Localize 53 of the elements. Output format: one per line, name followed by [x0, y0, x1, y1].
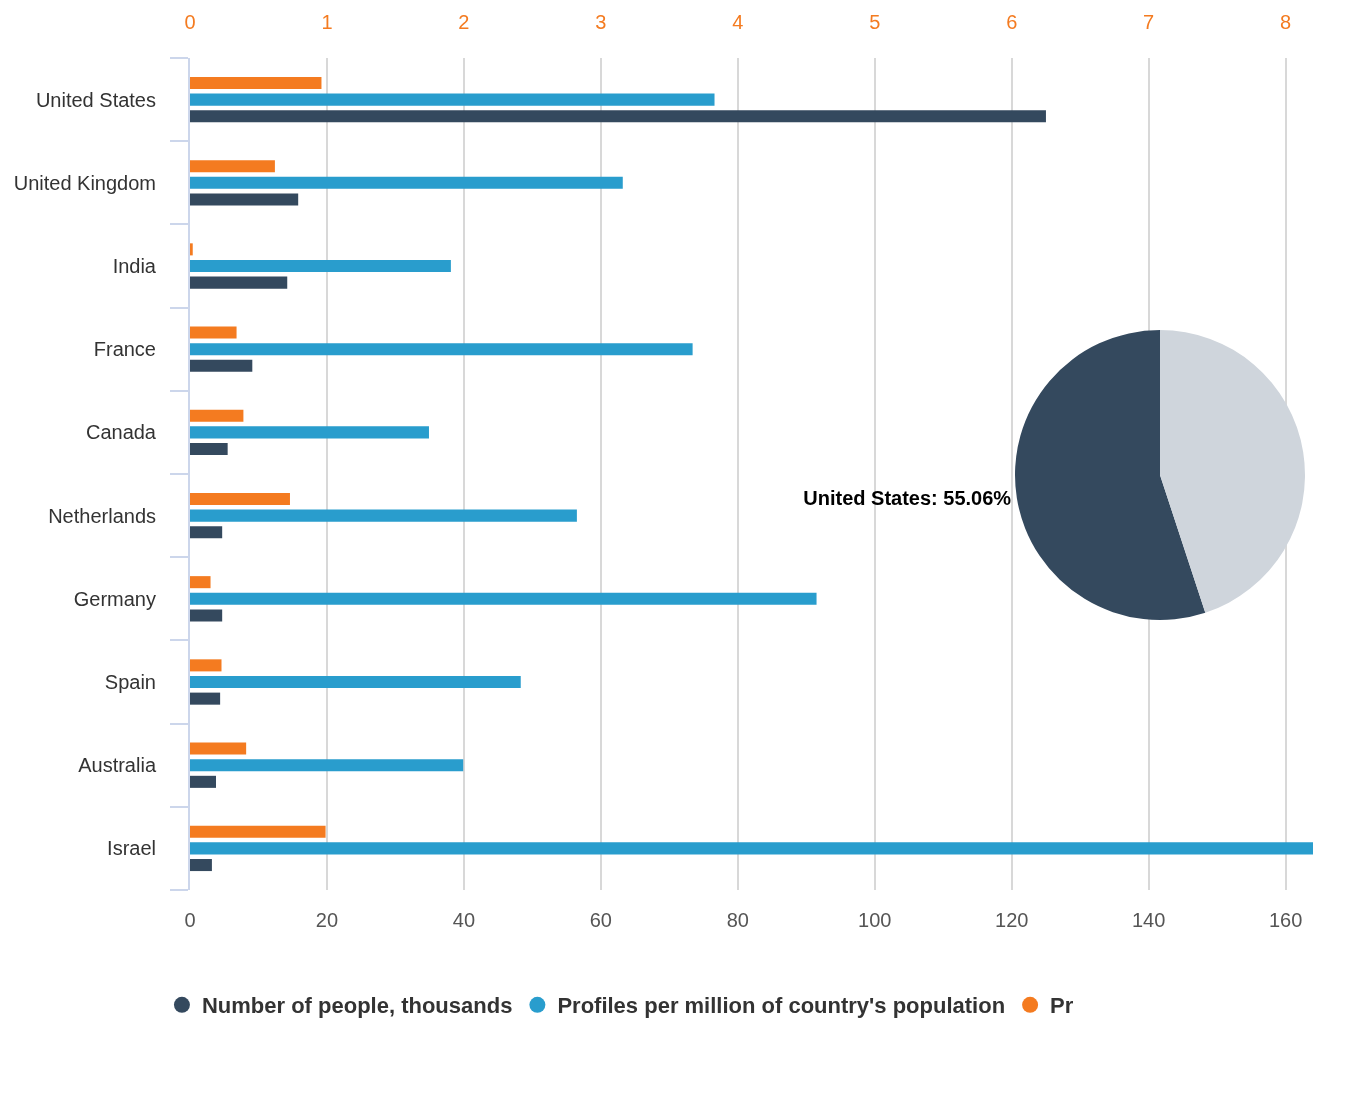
- x-tick-label: 60: [589, 909, 612, 931]
- x-tick-label: 140: [1131, 909, 1166, 931]
- bar: [190, 426, 429, 439]
- x-tick-label: 120: [995, 909, 1029, 931]
- x2-tick-label: 5: [869, 11, 881, 33]
- x2-tick-label: 0: [184, 11, 196, 33]
- x-tick-label: 100: [858, 909, 892, 931]
- pie-slice: [1015, 330, 1206, 620]
- bar: [190, 609, 223, 622]
- legend-label: Profiles per million of country's population: [557, 993, 1006, 1019]
- bar: [190, 93, 715, 106]
- y-tick-label: Germany: [73, 587, 156, 610]
- bar: [190, 692, 221, 705]
- y-tick-label: Israel: [107, 837, 156, 860]
- y-tick-label: Spain: [104, 671, 156, 693]
- y-tick-label: Australia: [78, 754, 157, 777]
- bar: [190, 343, 693, 356]
- x-tick-label: 40: [452, 909, 476, 931]
- bar: [190, 259, 451, 273]
- bar: [190, 359, 253, 372]
- x-tick-label: 0: [184, 909, 196, 931]
- legend-label: Number of people, thousands: [201, 993, 513, 1019]
- slice-label: United States: 55.06%: [803, 487, 1012, 510]
- y-tick-label: United States: [35, 88, 156, 111]
- bar: [190, 443, 228, 456]
- bar: [190, 276, 288, 289]
- x2-tick-label: 8: [1280, 11, 1292, 33]
- x2-tick-label: 3: [595, 11, 607, 33]
- x2-tick-label: 7: [1143, 11, 1155, 33]
- bar: [190, 592, 817, 605]
- bar: [190, 176, 623, 189]
- y-tick-label: France: [93, 338, 156, 361]
- bar: [190, 509, 577, 522]
- x-tick-label: 20: [315, 909, 339, 931]
- x-tick-label: 80: [726, 909, 749, 931]
- y-tick-label: Canada: [85, 421, 157, 444]
- x2-tick-label: 4: [732, 11, 744, 33]
- bar: [190, 859, 212, 872]
- bar: [190, 193, 299, 206]
- bar: [190, 110, 1046, 123]
- y-tick-label: United Kingdom: [13, 171, 156, 194]
- legend-label: Pr: [1050, 993, 1074, 1019]
- x2-tick-label: 6: [1006, 11, 1018, 33]
- y-tick-label: India: [112, 255, 157, 277]
- bar: [190, 675, 521, 689]
- y-tick-label: Netherlands: [48, 504, 156, 527]
- x-tick-label: 160: [1268, 909, 1303, 931]
- x2-tick-label: 2: [458, 11, 470, 33]
- bar: [190, 526, 223, 539]
- x2-tick-label: 1: [321, 11, 333, 33]
- bar: [190, 775, 217, 788]
- bar: [190, 842, 1313, 855]
- bar: [190, 759, 464, 772]
